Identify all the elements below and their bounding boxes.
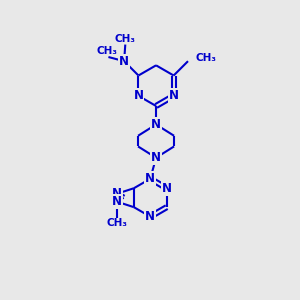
Text: N: N — [145, 210, 155, 223]
Text: N: N — [169, 89, 179, 102]
Text: N: N — [119, 55, 129, 68]
Text: N: N — [112, 195, 122, 208]
Text: CH₃: CH₃ — [106, 218, 127, 228]
Text: N: N — [145, 172, 155, 185]
Text: CH₃: CH₃ — [97, 46, 118, 56]
Text: CH₃: CH₃ — [195, 53, 216, 63]
Text: N: N — [112, 187, 122, 200]
Text: N: N — [151, 118, 161, 131]
Text: CH₃: CH₃ — [115, 34, 136, 44]
Text: N: N — [162, 182, 172, 195]
Text: N: N — [134, 89, 143, 102]
Text: N: N — [151, 151, 161, 164]
